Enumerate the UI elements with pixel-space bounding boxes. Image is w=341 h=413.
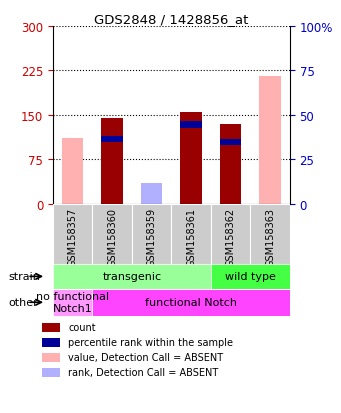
Text: rank, Detection Call = ABSENT: rank, Detection Call = ABSENT: [68, 368, 219, 377]
Bar: [92, 204, 132, 264]
Bar: [171, 204, 211, 264]
Bar: [92, 289, 290, 316]
Text: value, Detection Call = ABSENT: value, Detection Call = ABSENT: [68, 353, 223, 363]
Bar: [53, 264, 211, 289]
Bar: [42, 338, 60, 347]
Text: GSM158363: GSM158363: [265, 207, 275, 266]
Text: transgenic: transgenic: [102, 272, 161, 282]
Bar: [211, 204, 250, 264]
Text: strain: strain: [9, 272, 40, 282]
Bar: [259, 76, 281, 204]
Bar: [180, 121, 202, 129]
Bar: [180, 113, 202, 204]
Bar: [211, 264, 290, 289]
Text: GSM158357: GSM158357: [68, 207, 78, 266]
Text: GSM158361: GSM158361: [186, 207, 196, 266]
Text: count: count: [68, 323, 96, 332]
Text: no functional
Notch1: no functional Notch1: [36, 292, 109, 313]
Bar: [101, 119, 123, 204]
Bar: [101, 136, 123, 142]
Text: percentile rank within the sample: percentile rank within the sample: [68, 337, 233, 347]
Bar: [250, 204, 290, 264]
Bar: [42, 368, 60, 377]
Bar: [220, 139, 241, 145]
Bar: [132, 204, 171, 264]
Bar: [62, 139, 84, 204]
Bar: [42, 353, 60, 362]
Text: GSM158362: GSM158362: [226, 207, 236, 266]
Bar: [42, 323, 60, 332]
Bar: [53, 289, 92, 316]
Text: wild type: wild type: [225, 272, 276, 282]
Text: GSM158359: GSM158359: [147, 207, 157, 266]
Title: GDS2848 / 1428856_at: GDS2848 / 1428856_at: [94, 13, 249, 26]
Bar: [141, 196, 162, 204]
Text: GSM158360: GSM158360: [107, 207, 117, 266]
Bar: [141, 183, 162, 204]
Text: other: other: [9, 297, 38, 308]
Text: functional Notch: functional Notch: [145, 297, 237, 308]
Bar: [53, 204, 92, 264]
Bar: [220, 125, 241, 204]
